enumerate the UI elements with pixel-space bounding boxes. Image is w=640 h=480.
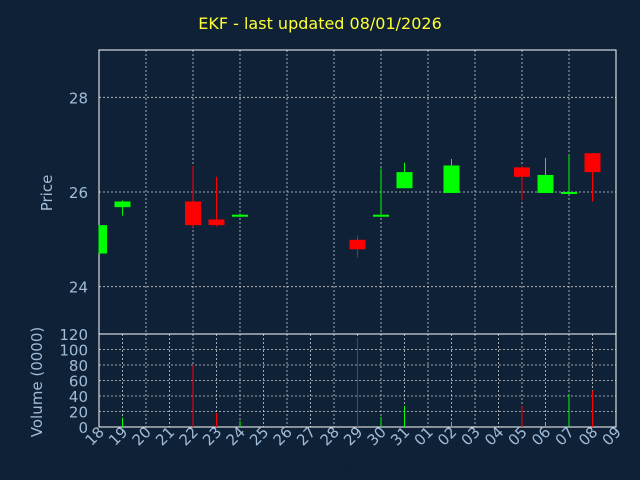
candle-body: [396, 172, 413, 189]
volume-tick-label: 40: [69, 388, 88, 406]
candle-body: [349, 239, 366, 250]
candle-body: [185, 201, 201, 226]
price-tick-label: 28: [69, 89, 88, 107]
candle-body: [373, 214, 389, 217]
price-tick-label: 24: [69, 279, 88, 297]
candle-body: [561, 192, 577, 194]
price-panel: 24 26 28: [69, 49, 617, 335]
price-tick-label: 26: [69, 184, 88, 202]
volume-tick-label: 20: [69, 404, 88, 422]
candle-body: [114, 201, 131, 208]
volume-tick-label: 80: [69, 357, 88, 375]
price-axis-label: Price: [38, 175, 56, 212]
volume-tick-label: 60: [69, 373, 88, 391]
volume-tick-label: 100: [59, 342, 88, 360]
candle-body: [443, 165, 460, 193]
candle-body: [99, 225, 107, 254]
candle-body: [208, 219, 225, 226]
volume-tick-label: 120: [59, 326, 88, 344]
volume-axis-label: Volume (0000): [28, 327, 46, 437]
candle-body: [537, 174, 554, 193]
candle-body: [514, 167, 530, 177]
volume-tick-label: 0: [78, 419, 88, 437]
x-axis-label: Day: [332, 458, 362, 476]
candle-body: [584, 153, 601, 173]
chart-title: EKF - last updated 08/01/2026: [198, 14, 442, 33]
candle-body: [232, 214, 248, 217]
x-axis: 1819202122232425262728293031010203040506…: [82, 423, 625, 449]
